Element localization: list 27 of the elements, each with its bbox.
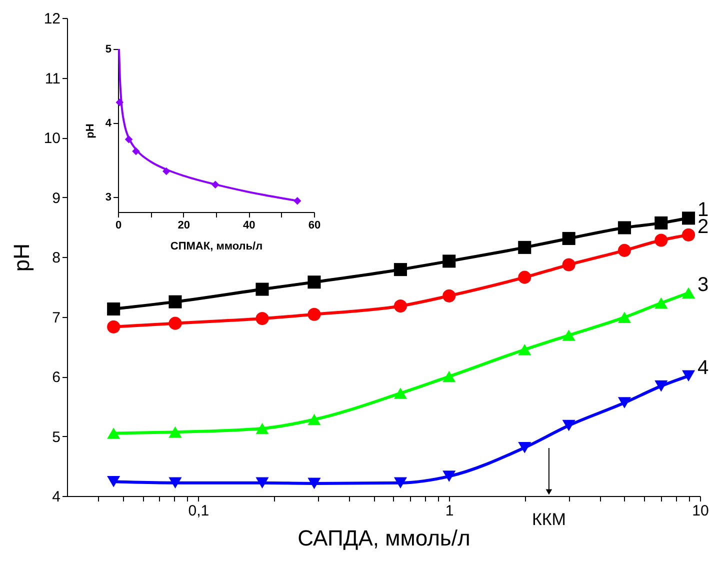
x-tick-label: 60 — [308, 220, 321, 232]
y-tick-label: 12 — [44, 10, 60, 28]
y-axis-title: pH — [84, 124, 96, 138]
y-tick-label: 8 — [52, 250, 60, 266]
x-tick-label: 40 — [243, 220, 256, 232]
y-tick-label: 4 — [105, 118, 112, 130]
y-axis-title: pH — [8, 243, 34, 272]
y-tick-label: 9 — [52, 190, 60, 207]
x-tick-label: 0 — [115, 220, 122, 232]
x-axis-title: СПМАК, ммоль/л — [170, 240, 263, 252]
series-label: 3 — [698, 274, 709, 296]
series-label: 4 — [698, 356, 709, 379]
series-label: 2 — [698, 216, 709, 238]
y-tick-label: 5 — [52, 428, 60, 446]
y-tick-label: 5 — [105, 44, 112, 56]
y-tick-label: 4 — [52, 488, 60, 506]
y-tick-label: 3 — [105, 192, 112, 204]
x-axis-title: САПДА, ммоль/л — [298, 526, 470, 550]
y-tick-label: 11 — [44, 70, 60, 88]
y-tick-label: 7 — [52, 309, 60, 326]
x-tick-label: 20 — [178, 220, 190, 232]
y-tick-label: 6 — [52, 369, 60, 386]
x-tick-label: 1 — [445, 502, 454, 520]
ref-line-label: ККМ — [532, 510, 566, 529]
x-tick-label: 0,1 — [188, 502, 210, 520]
x-tick-label: 10 — [692, 502, 709, 520]
y-tick-label: 10 — [44, 130, 60, 147]
